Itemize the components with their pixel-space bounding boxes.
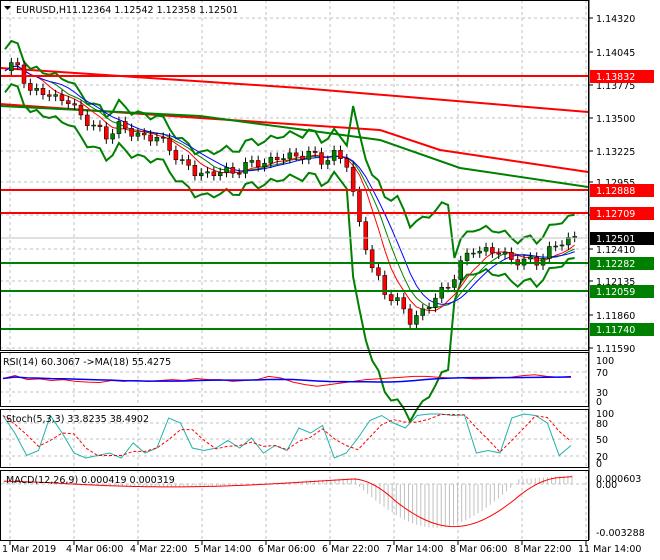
svg-text:1.11740: 1.11740	[596, 325, 635, 336]
price-tick: 1.13775	[596, 81, 635, 92]
svg-text:1.13832: 1.13832	[596, 72, 635, 83]
svg-text:1.12501: 1.12501	[596, 234, 635, 245]
time-tick: 7 Mar 14:00	[386, 544, 443, 555]
grid-lines	[0, 0, 588, 540]
price-tick: 1.13500	[596, 114, 635, 125]
indicator-tick: 0.00	[596, 480, 617, 491]
indicator-tick: 0.000603	[596, 474, 641, 485]
time-tick: 5 Mar 14:00	[194, 544, 251, 555]
price-tick: 1.12410	[596, 245, 635, 256]
price-tag: 1.12059	[590, 285, 654, 298]
price-tag: 1.11740	[590, 323, 654, 336]
price-tick: 1.11860	[596, 311, 635, 322]
time-tick: 11 Mar 14:00	[578, 544, 641, 555]
ohlc-values: 1.12364 1.12542 1.12358 1.12501	[72, 5, 238, 16]
indicator-tick: 20	[596, 452, 608, 463]
panel-borders	[0, 0, 589, 541]
macd-panel[interactable]	[3, 475, 573, 528]
indicator-tick: 50	[596, 435, 608, 446]
price-tag: 1.12501	[590, 232, 654, 245]
svg-text:1.12888: 1.12888	[596, 186, 635, 197]
symbol-label: EURUSD,H1	[16, 5, 72, 16]
price-tick: 1.12955	[596, 178, 635, 189]
indicator-tick: 100	[596, 356, 614, 367]
price-tag: 1.12888	[590, 184, 654, 197]
indicator-tick: -0.003288	[596, 528, 645, 539]
time-tick: 6 Mar 06:00	[258, 544, 315, 555]
indicator-tick: 80	[596, 419, 608, 430]
indicator-tick: 0	[596, 397, 602, 408]
rsi-panel[interactable]	[2, 374, 572, 387]
price-tick: 1.11590	[596, 344, 635, 355]
header: EURUSD,H1 1.12364 1.12542 1.12358 1.1250…	[4, 5, 238, 16]
dropdown-triangle-icon[interactable]	[4, 6, 11, 10]
stoch-label: Stoch(5,3,3) 33.8235 38.4902	[6, 414, 149, 425]
svg-text:1.12282: 1.12282	[596, 259, 635, 270]
indicator-tick: 0	[596, 459, 602, 470]
indicator-tick: 30	[596, 388, 608, 399]
stoch-panel[interactable]	[2, 413, 572, 459]
indicator-tick: 70	[596, 368, 608, 379]
price-tag: 1.12709	[590, 207, 654, 220]
time-tick: 1 Mar 2019	[2, 544, 56, 555]
macd-label: MACD(12,26,9) 0.000419 0.000319	[6, 475, 175, 486]
svg-text:1.12709: 1.12709	[596, 209, 635, 220]
main-price-chart[interactable]	[0, 39, 589, 424]
price-tag: 1.12282	[590, 257, 654, 270]
indicator-tick: 100	[596, 409, 614, 420]
time-tick: 4 Mar 06:00	[66, 544, 123, 555]
time-tick: 4 Mar 22:00	[130, 544, 187, 555]
price-tag: 1.13832	[590, 70, 654, 83]
price-tick: 1.14320	[596, 14, 635, 25]
price-tick: 1.13225	[596, 147, 635, 158]
svg-text:1.12059: 1.12059	[596, 287, 635, 298]
price-tick: 1.14045	[596, 48, 635, 59]
time-tick: 8 Mar 22:00	[514, 544, 571, 555]
time-axis[interactable]: 1 Mar 2019 4 Mar 06:00 4 Mar 22:00 5 Mar 14…	[2, 540, 641, 555]
time-tick: 8 Mar 06:00	[450, 544, 507, 555]
rsi-label: RSI(14) 60.3067 ->MA(18) 55.4275	[3, 357, 171, 368]
price-tick: 1.12135	[596, 277, 635, 288]
time-tick: 6 Mar 22:00	[322, 544, 379, 555]
price-axis[interactable]: 1.14320 1.14045 1.13775 1.13500 1.13225 1.129…	[588, 0, 654, 540]
